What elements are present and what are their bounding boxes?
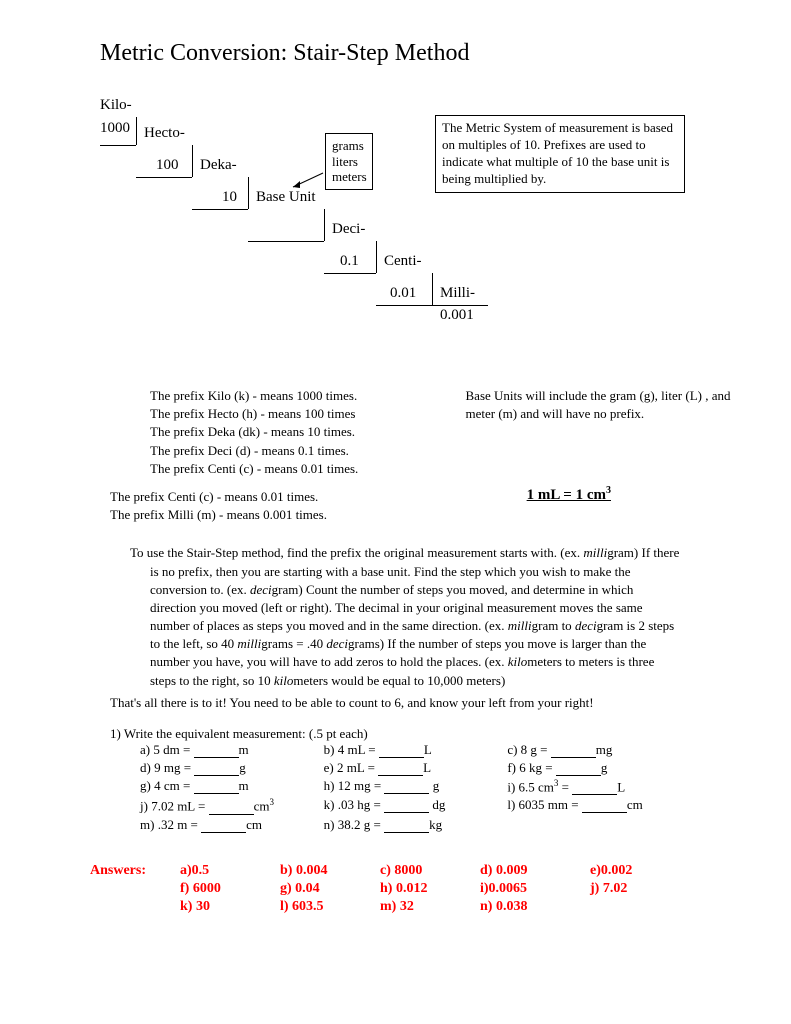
answer-k: k) 30	[180, 899, 280, 915]
prefix-line: The prefix Kilo (k) - means 1000 times.	[150, 387, 426, 405]
step-deka-val: 10	[222, 189, 237, 206]
step-milli-val: 0.001	[440, 307, 474, 324]
step-deka-value: 10	[222, 189, 237, 205]
step-deka: Deka-	[200, 157, 237, 174]
stair-line	[100, 145, 136, 146]
problems-grid: a) 5 dm = m b) 4 mL = L c) 8 g = mg d) 9…	[140, 742, 681, 833]
step-deka-label: Deka-	[200, 157, 237, 174]
answer-g: g) 0.04	[280, 881, 380, 897]
answer-a: a)0.5	[180, 863, 280, 879]
answer-e: e)0.002	[590, 863, 680, 879]
step-hecto-value: 100	[156, 157, 179, 173]
step-centi-value: 0.01	[390, 285, 416, 301]
problem-j: j) 7.02 mL = cm3	[140, 797, 314, 814]
units-box: grams liters meters	[325, 133, 373, 190]
answer-m: m) 32	[380, 899, 480, 915]
answers-section: Answers: a)0.5 b) 0.004 c) 8000 d) 0.009…	[90, 863, 701, 915]
instructions: To use the Stair-Step method, find the p…	[110, 544, 681, 712]
problem-h: h) 12 mg = g	[324, 778, 498, 795]
info-box: The Metric System of measurement is base…	[435, 115, 685, 193]
prefix-line: The prefix Centi (c) - means 0.01 times.	[110, 488, 741, 506]
stair-line	[248, 241, 324, 242]
step-base: Base Unit	[256, 189, 316, 206]
instructions-p2: That's all there is to it! You need to b…	[110, 694, 681, 712]
step-deci-value: 0.1	[340, 253, 359, 269]
step-hecto-val: 100	[156, 157, 179, 174]
prefix-left-col: The prefix Kilo (k) - means 1000 times. …	[150, 387, 426, 478]
problem-b: b) 4 mL = L	[324, 742, 498, 758]
answer-i: i)0.0065	[480, 881, 590, 897]
units-liters: liters	[332, 154, 366, 170]
stair-line	[324, 209, 325, 241]
answer-c: c) 8000	[380, 863, 480, 879]
problem-g: g) 4 cm = m	[140, 778, 314, 795]
prefix-columns: The prefix Kilo (k) - means 1000 times. …	[150, 387, 741, 478]
step-milli: Milli-	[440, 285, 475, 302]
answer-j: j) 7.02	[590, 881, 680, 897]
step-kilo-value: 1000	[100, 120, 132, 137]
problem-m: m) .32 m = cm	[140, 817, 314, 833]
step-kilo: Kilo- 1000	[100, 97, 132, 137]
step-centi-val: 0.01	[390, 285, 416, 302]
instructions-p1: To use the Stair-Step method, find the p…	[110, 544, 681, 690]
problem-i: i) 6.5 cm3 = L	[507, 778, 681, 795]
answer-h: h) 0.012	[380, 881, 480, 897]
stair-line	[136, 177, 192, 178]
answer-b: b) 0.004	[280, 863, 380, 879]
step-milli-value: 0.001	[440, 307, 474, 323]
problem-f: f) 6 kg = g	[507, 760, 681, 776]
stair-line	[248, 177, 249, 209]
problem-c: c) 8 g = mg	[507, 742, 681, 758]
step-deci: Deci-	[332, 221, 365, 238]
problem-n: n) 38.2 g = kg	[324, 817, 498, 833]
units-grams: grams	[332, 138, 366, 154]
stair-line	[192, 209, 248, 210]
stair-diagram: Kilo- 1000 Hecto- 100 Deka- 10 Base Unit…	[100, 97, 741, 377]
step-deci-val: 0.1	[340, 253, 359, 270]
problems-section: 1) Write the equivalent measurement: (.5…	[110, 726, 681, 833]
step-centi: Centi-	[384, 253, 422, 270]
answer-l: l) 603.5	[280, 899, 380, 915]
formula-sup: 3	[606, 485, 611, 496]
prefix-right-col: Base Units will include the gram (g), li…	[466, 387, 742, 478]
prefix-line: The prefix Milli (m) - means 0.001 times…	[110, 506, 741, 524]
stair-line	[192, 145, 193, 177]
problem-a: a) 5 dm = m	[140, 742, 314, 758]
problem-e: e) 2 mL = L	[324, 760, 498, 776]
prefix-line: The prefix Hecto (h) - means 100 times	[150, 405, 426, 423]
formula: 1 mL = 1 cm3	[527, 485, 611, 504]
prefix-line: The prefix Deka (dk) - means 10 times.	[150, 423, 426, 441]
step-milli-label: Milli-	[440, 285, 475, 302]
answer-f: f) 6000	[180, 881, 280, 897]
step-base-label: Base Unit	[256, 189, 316, 206]
problems-title: 1) Write the equivalent measurement: (.5…	[110, 726, 681, 742]
extra-prefix-lines: The prefix Centi (c) - means 0.01 times.…	[110, 488, 741, 524]
units-meters: meters	[332, 169, 366, 185]
problem-k: k) .03 hg = dg	[324, 797, 498, 814]
answers-label: Answers:	[90, 863, 180, 879]
prefix-line: The prefix Centi (c) - means 0.01 times.	[150, 460, 426, 478]
stair-line	[376, 241, 377, 273]
problem-l: l) 6035 mm = cm	[507, 797, 681, 814]
answer-n: n) 0.038	[480, 899, 590, 915]
formula-text: 1 mL = 1 cm	[527, 487, 606, 503]
stair-line	[432, 305, 488, 306]
step-deci-label: Deci-	[332, 221, 365, 238]
stair-line	[432, 273, 433, 305]
page-title: Metric Conversion: Stair-Step Method	[100, 40, 741, 67]
stair-line	[324, 273, 376, 274]
stair-line	[376, 305, 432, 306]
prefix-line: The prefix Deci (d) - means 0.1 times.	[150, 442, 426, 460]
step-hecto: Hecto-	[144, 125, 185, 142]
problem-d: d) 9 mg = g	[140, 760, 314, 776]
stair-line	[136, 117, 137, 145]
answer-d: d) 0.009	[480, 863, 590, 879]
arrow-icon	[288, 171, 328, 191]
step-hecto-label: Hecto-	[144, 125, 185, 142]
step-centi-label: Centi-	[384, 253, 422, 270]
step-kilo-label: Kilo-	[100, 97, 132, 114]
